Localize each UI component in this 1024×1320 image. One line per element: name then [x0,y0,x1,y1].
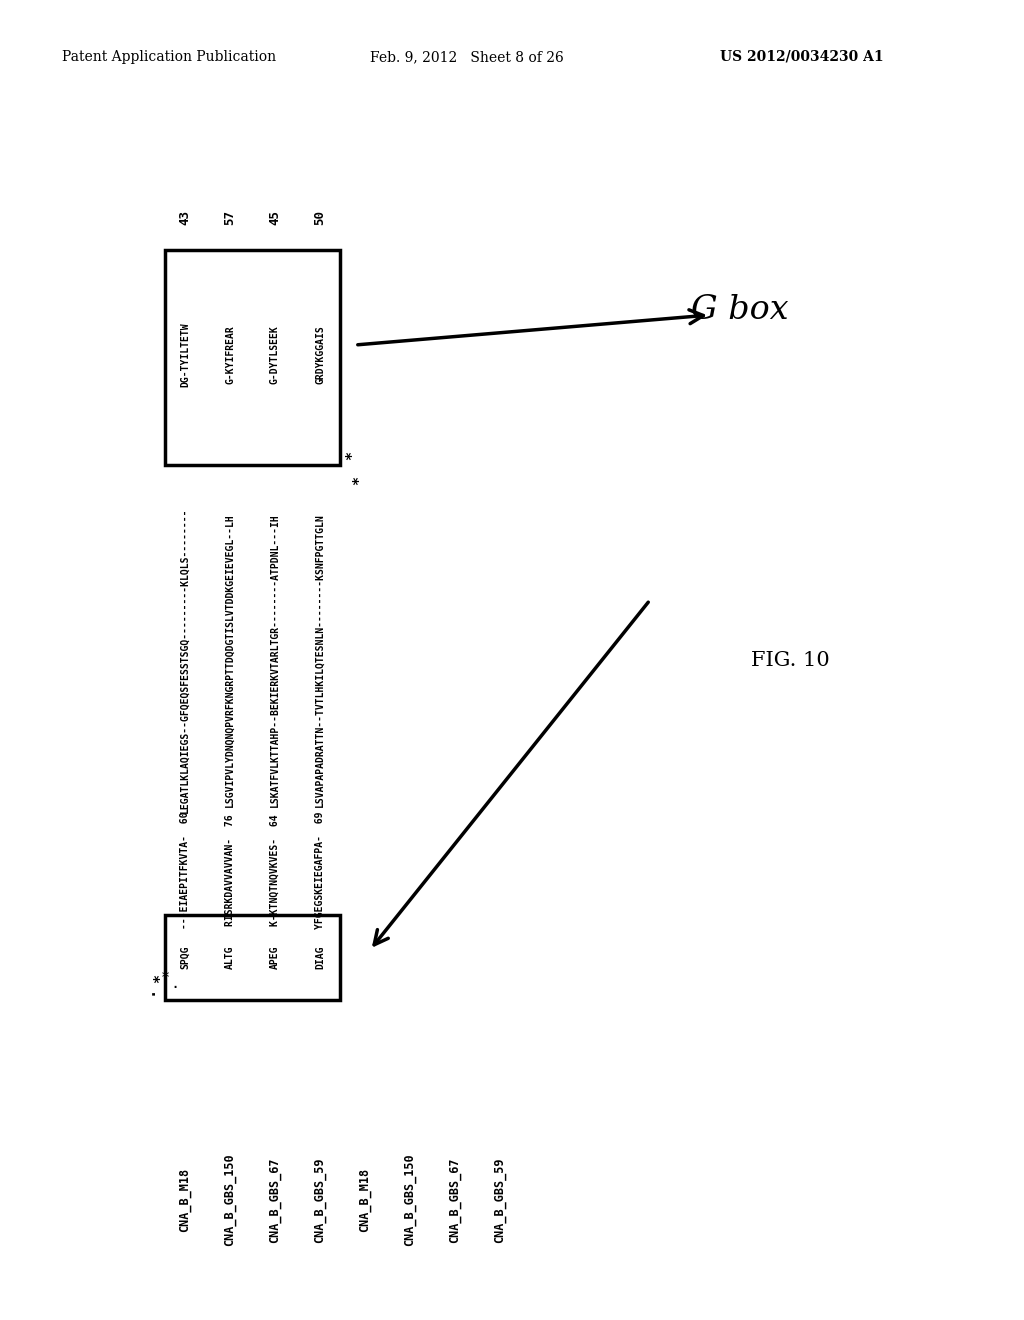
Text: CNA_B_GBS_59: CNA_B_GBS_59 [494,1158,507,1242]
Text: ALTG: ALTG [225,945,234,969]
Text: *: * [161,970,170,986]
Text: Feb. 9, 2012   Sheet 8 of 26: Feb. 9, 2012 Sheet 8 of 26 [370,50,564,63]
Text: CNA_B_GBS_150: CNA_B_GBS_150 [403,1154,417,1246]
Text: Patent Application Publication: Patent Application Publication [62,50,276,63]
Text: *: * [345,450,360,459]
Text: 50: 50 [313,210,327,224]
Text: *: * [154,973,169,982]
Text: LSGVIPVLYDNQNQPVRFKNGRPTTDQDGTISLVTDDKGEIEVEGL--LH: LSGVIPVLYDNQNQPVRFKNGRPTTDQDGTISLVTDDKGE… [225,513,234,807]
Text: CNA_B_GBS_150: CNA_B_GBS_150 [223,1154,237,1246]
Text: CNA_B_GBS_59: CNA_B_GBS_59 [313,1158,327,1242]
Text: LEGATLKLAQIEGS--GFQEQSFESSTSGQ---------KLQLS--------: LEGATLKLAQIEGS--GFQEQSFESSTSGQ---------K… [180,507,190,813]
Text: LSVAPAPADRATTN--TVTLHKILQTESNLN--------KSNFPGTTGLN: LSVAPAPADRATTN--TVTLHKILQTESNLN--------K… [315,513,325,807]
Text: .: . [140,986,156,994]
Text: FIG. 10: FIG. 10 [751,651,829,669]
Text: CNA_B_GBS_67: CNA_B_GBS_67 [268,1158,282,1242]
Text: CNA_B_GBS_67: CNA_B_GBS_67 [449,1158,462,1242]
Text: DIAG: DIAG [315,945,325,969]
Text: CNA_B_M18: CNA_B_M18 [178,1168,191,1232]
Text: DG-TYILTETW: DG-TYILTETW [180,322,190,387]
Text: .: . [170,975,179,990]
Text: K-KTNQTNQVKVES-  64: K-KTNQTNQVKVES- 64 [270,814,280,925]
Text: 45: 45 [268,210,282,224]
Text: CNA_B_M18: CNA_B_M18 [358,1168,372,1232]
Text: US 2012/0034230 A1: US 2012/0034230 A1 [720,50,884,63]
Text: 43: 43 [178,210,191,224]
Text: G box: G box [691,294,788,326]
Text: GRDYKGGAIS: GRDYKGGAIS [315,326,325,384]
Text: RISRKDAVVAVVAN-  76: RISRKDAVVAVVAN- 76 [225,814,234,925]
Text: G-KYIFREAR: G-KYIFREAR [225,326,234,384]
Text: APEG: APEG [270,945,280,969]
Text: G-DYTLSEEK: G-DYTLSEEK [270,326,280,384]
Text: 57: 57 [223,210,237,224]
Text: SPQG: SPQG [180,945,190,969]
Text: ---EIAEPITFKVTA-  60: ---EIAEPITFKVTA- 60 [180,812,190,929]
Text: YFGEGSKEIEGAFPA-  69: YFGEGSKEIEGAFPA- 69 [315,812,325,929]
Text: LSKATFVLKTTAHP--BEKIERKVTARLTGR--------ATPDNL---IH: LSKATFVLKTTAHP--BEKIERKVTARLTGR--------A… [270,513,280,807]
Text: *: * [352,475,368,484]
